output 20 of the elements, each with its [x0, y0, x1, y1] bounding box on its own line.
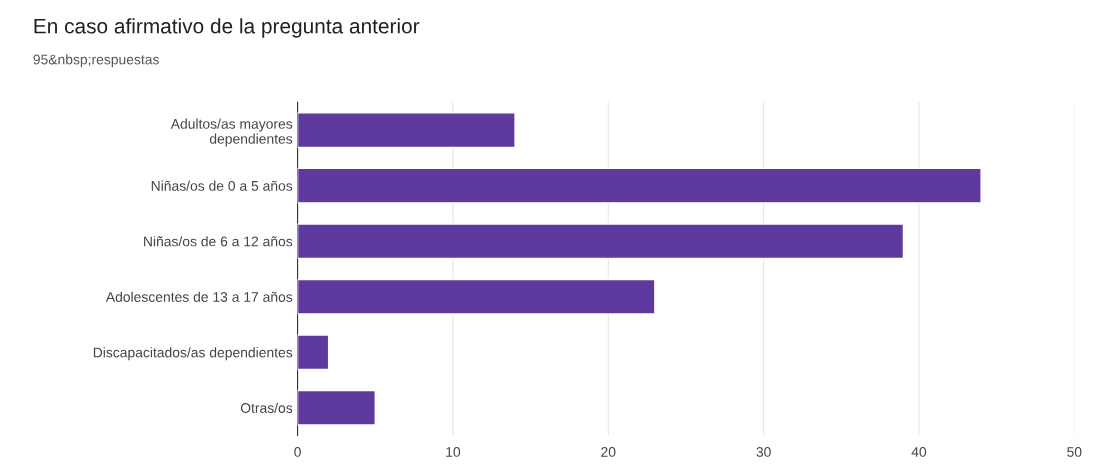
chart-title: En caso afirmativo de la pregunta anterior [34, 18, 420, 38]
y-tick-label: Discapacitados/as dependientes [93, 347, 293, 361]
text: 95&nbsp;respuestas [33, 54, 159, 68]
y-tick-label: Adolescentes de 13 a 17 años [105, 291, 293, 302]
bar [297, 112, 516, 149]
x-tick-label: 30 [756, 447, 771, 457]
x-tick-label: 0 [294, 447, 301, 457]
bar [297, 389, 376, 426]
bar [297, 223, 905, 260]
y-tick-label: Otras/os [240, 402, 293, 413]
x-tick-label: 40 [911, 447, 927, 457]
y-tick-label: Niñas/os de 0 a 5 años [151, 180, 293, 191]
x-tick-label: 50 [1067, 447, 1082, 457]
x-tick-label: 20 [601, 447, 616, 457]
bar [297, 167, 982, 204]
x-tick-label: 10 [446, 447, 461, 457]
bar [297, 334, 330, 371]
y-tick-label: Adultos/as mayores dependientes [170, 118, 293, 147]
bar [297, 278, 656, 315]
y-tick-label: Niñas/os de 6 a 12 años [144, 236, 293, 247]
